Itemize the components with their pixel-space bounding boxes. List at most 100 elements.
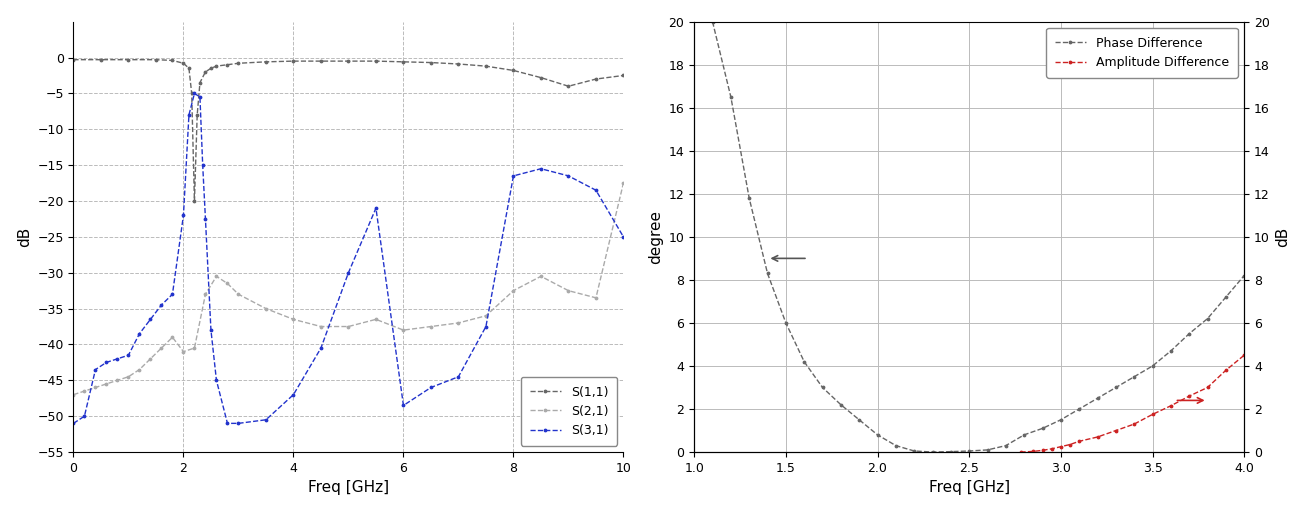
Phase Difference	[1053, 417, 1069, 423]
S(3,1)	[132, 331, 148, 337]
Amplitude Difference	[1163, 403, 1179, 409]
S(2,1)	[175, 349, 191, 355]
S(1,1)	[423, 59, 439, 66]
Line: S(1,1): S(1,1)	[71, 57, 626, 203]
Phase Difference	[1017, 432, 1033, 438]
S(1,1)	[451, 61, 467, 67]
S(3,1)	[506, 173, 521, 179]
S(3,1)	[203, 327, 218, 333]
Phase Difference	[1218, 294, 1234, 300]
Phase Difference	[1108, 385, 1124, 391]
Phase Difference	[796, 358, 812, 365]
S(1,1)	[184, 90, 200, 96]
Amplitude Difference	[1026, 449, 1042, 455]
Line: S(2,1): S(2,1)	[71, 181, 626, 397]
Line: S(3,1): S(3,1)	[71, 91, 626, 426]
Phase Difference	[704, 18, 720, 25]
S(1,1)	[314, 58, 329, 64]
S(1,1)	[506, 68, 521, 74]
Y-axis label: dB: dB	[17, 227, 31, 247]
Phase Difference	[1145, 363, 1161, 369]
S(2,1)	[286, 316, 302, 323]
S(3,1)	[195, 162, 210, 168]
S(1,1)	[220, 61, 235, 68]
S(3,1)	[314, 345, 329, 351]
Phase Difference	[944, 449, 959, 455]
S(2,1)	[588, 295, 604, 301]
S(3,1)	[182, 112, 197, 118]
Amplitude Difference	[1182, 393, 1197, 399]
S(2,1)	[257, 306, 273, 312]
S(3,1)	[187, 90, 203, 96]
S(1,1)	[182, 65, 197, 71]
S(1,1)	[616, 72, 631, 78]
S(1,1)	[148, 57, 163, 63]
Amplitude Difference	[1236, 352, 1252, 358]
Legend: S(1,1), S(2,1), S(3,1): S(1,1), S(2,1), S(3,1)	[521, 377, 617, 446]
S(1,1)	[561, 83, 576, 89]
Phase Difference	[1182, 331, 1197, 337]
S(2,1)	[616, 180, 631, 186]
S(1,1)	[588, 76, 604, 82]
S(3,1)	[286, 392, 302, 398]
Phase Difference	[1163, 348, 1179, 354]
Amplitude Difference	[1108, 428, 1124, 434]
Phase Difference	[759, 270, 775, 276]
Phase Difference	[814, 385, 830, 391]
S(3,1)	[423, 385, 439, 391]
S(2,1)	[197, 291, 213, 297]
S(3,1)	[396, 402, 412, 409]
S(1,1)	[165, 57, 180, 63]
S(2,1)	[341, 324, 357, 330]
S(3,1)	[88, 367, 103, 373]
Amplitude Difference	[1090, 434, 1106, 440]
S(2,1)	[423, 324, 439, 330]
Phase Difference	[906, 448, 921, 454]
S(2,1)	[142, 356, 158, 362]
S(2,1)	[98, 381, 114, 387]
X-axis label: Freq [GHz]: Freq [GHz]	[308, 480, 389, 495]
S(2,1)	[88, 385, 103, 391]
S(2,1)	[451, 320, 467, 326]
Phase Difference	[1127, 374, 1142, 380]
S(1,1)	[120, 57, 136, 63]
S(3,1)	[209, 377, 225, 383]
S(3,1)	[220, 420, 235, 426]
S(3,1)	[175, 212, 191, 219]
Amplitude Difference	[1072, 438, 1087, 444]
Amplitude Difference	[1218, 367, 1234, 373]
Phase Difference	[999, 442, 1014, 449]
Phase Difference	[1236, 272, 1252, 279]
S(3,1)	[257, 417, 273, 423]
S(3,1)	[588, 187, 604, 194]
S(3,1)	[142, 316, 158, 323]
Line: Amplitude Difference: Amplitude Difference	[1018, 353, 1247, 455]
S(1,1)	[533, 75, 549, 81]
Amplitude Difference	[1013, 449, 1029, 455]
S(2,1)	[209, 273, 225, 280]
S(3,1)	[98, 359, 114, 366]
S(3,1)	[197, 216, 213, 222]
Phase Difference	[980, 447, 996, 453]
Phase Difference	[833, 401, 848, 408]
S(1,1)	[65, 57, 81, 63]
S(1,1)	[190, 112, 205, 118]
S(3,1)	[165, 291, 180, 297]
S(1,1)	[187, 198, 203, 204]
Amplitude Difference	[1145, 411, 1161, 417]
S(2,1)	[120, 374, 136, 380]
S(3,1)	[154, 302, 170, 308]
S(1,1)	[369, 58, 384, 64]
Phase Difference	[1072, 406, 1087, 412]
S(3,1)	[192, 94, 208, 100]
Phase Difference	[924, 449, 940, 455]
S(1,1)	[230, 60, 246, 67]
S(1,1)	[175, 60, 191, 67]
X-axis label: Freq [GHz]: Freq [GHz]	[928, 480, 1010, 495]
Amplitude Difference	[1053, 443, 1069, 450]
S(2,1)	[314, 324, 329, 330]
S(3,1)	[451, 374, 467, 380]
S(2,1)	[187, 345, 203, 351]
Phase Difference	[962, 448, 978, 454]
Amplitude Difference	[1127, 421, 1142, 427]
